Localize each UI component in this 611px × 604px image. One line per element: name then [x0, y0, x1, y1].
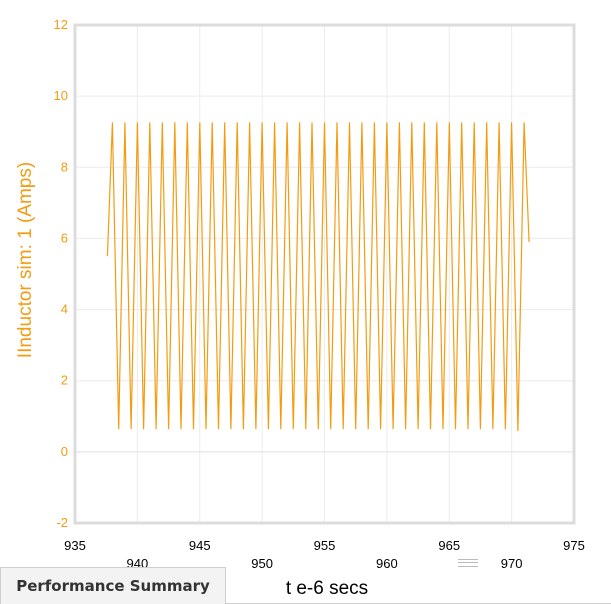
x-tick-label: 955 — [314, 538, 336, 553]
grid — [73, 23, 576, 525]
resize-handle[interactable] — [458, 559, 478, 567]
y-tick-label: 4 — [61, 302, 68, 317]
y-axis-ticks: -2 0 2 4 6 8 10 12 — [54, 17, 68, 530]
x-tick-label: 960 — [376, 556, 398, 571]
y-tick-label: 10 — [54, 88, 68, 103]
series-layer — [106, 122, 530, 432]
y-tick-label: 12 — [54, 17, 68, 32]
y-tick-label: 2 — [61, 373, 68, 388]
y-tick-label: 0 — [61, 444, 68, 459]
tab-performance-summary[interactable]: Performance Summary — [0, 567, 226, 604]
y-axis-label: IInductor sim: 1 (Amps) — [15, 162, 36, 358]
x-tick-label: 965 — [438, 538, 460, 553]
x-tick-label: 945 — [189, 538, 211, 553]
y-tick-label: 8 — [61, 159, 68, 174]
x-tick-label: 950 — [251, 556, 273, 571]
x-tick-label: 975 — [563, 538, 585, 553]
x-tick-label: 935 — [64, 538, 86, 553]
series-line — [106, 122, 530, 432]
y-tick-label: 6 — [61, 230, 68, 245]
x-tick-label: 970 — [501, 556, 523, 571]
y-tick-label: -2 — [56, 515, 68, 530]
plot-frame — [73, 23, 576, 525]
x-axis-label: t e-6 secs — [286, 578, 368, 599]
